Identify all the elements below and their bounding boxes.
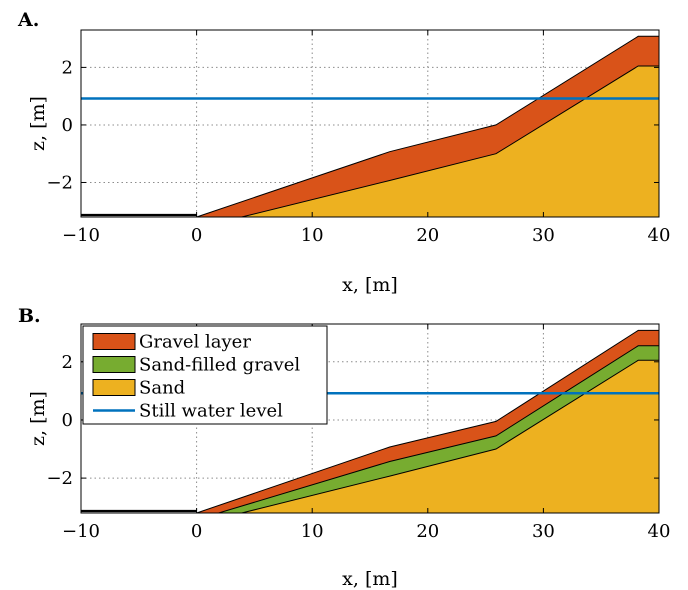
panel-b-axes-frame <box>80 323 660 514</box>
panel-b-xtick-label: 30 <box>532 521 555 542</box>
panel-b-group: B. −10 0 10 20 30 40 −2 0 2 x, [m] z, [m] Gravel lay… <box>18 305 670 590</box>
panel-a-xlabel: x, [m] <box>342 274 398 296</box>
panel-a-xtick-label: 0 <box>191 225 202 246</box>
panel-a-xtick-label: −10 <box>62 225 100 246</box>
panel-b-label: B. <box>18 305 41 327</box>
panel-a-xtick-label: 40 <box>648 225 671 246</box>
legend-label-sand-filled-gravel: Sand-filled gravel <box>139 355 300 376</box>
panel-b-xtick-label: −10 <box>62 521 100 542</box>
panel-a-label: A. <box>17 9 39 31</box>
panel-b-xtick-label: 20 <box>416 521 439 542</box>
panel-b-ytick-label: −2 <box>46 468 73 489</box>
panel-a-xtick-label: 30 <box>532 225 555 246</box>
panel-a-group: A. −10 0 10 20 30 40 −2 0 2 x, [m] z, [m] <box>17 9 670 296</box>
legend-swatch-sand-filled-gravel <box>92 356 136 373</box>
panel-a-ytick-label: −2 <box>46 172 73 193</box>
legend-label-still-water-level: Still water level <box>139 401 283 422</box>
panel-a-ylabel: z, [m] <box>27 96 49 151</box>
legend-label-gravel-layer: Gravel layer <box>139 332 251 353</box>
panel-a-xtick-label: 10 <box>301 225 324 246</box>
panel-b-xtick-label: 40 <box>648 521 671 542</box>
panel-a-ytick-label: 2 <box>62 57 73 78</box>
panel-a-axes-frame <box>80 29 660 218</box>
panel-b-xtick-label: 10 <box>301 521 324 542</box>
panel-b-ytick-label: 0 <box>62 410 73 431</box>
legend-swatch-gravel-layer <box>92 333 136 350</box>
panel-a-xtick-label: 20 <box>416 225 439 246</box>
legend-label-sand: Sand <box>139 378 185 399</box>
panel-b-ytick-label: 2 <box>62 352 73 373</box>
legend-swatch-sand <box>92 379 136 396</box>
panel-b-ylabel: z, [m] <box>27 391 49 446</box>
panel-b-xtick-label: 0 <box>191 521 202 542</box>
panel-b-xlabel: x, [m] <box>342 568 398 590</box>
panel-a-ytick-label: 0 <box>62 115 73 136</box>
